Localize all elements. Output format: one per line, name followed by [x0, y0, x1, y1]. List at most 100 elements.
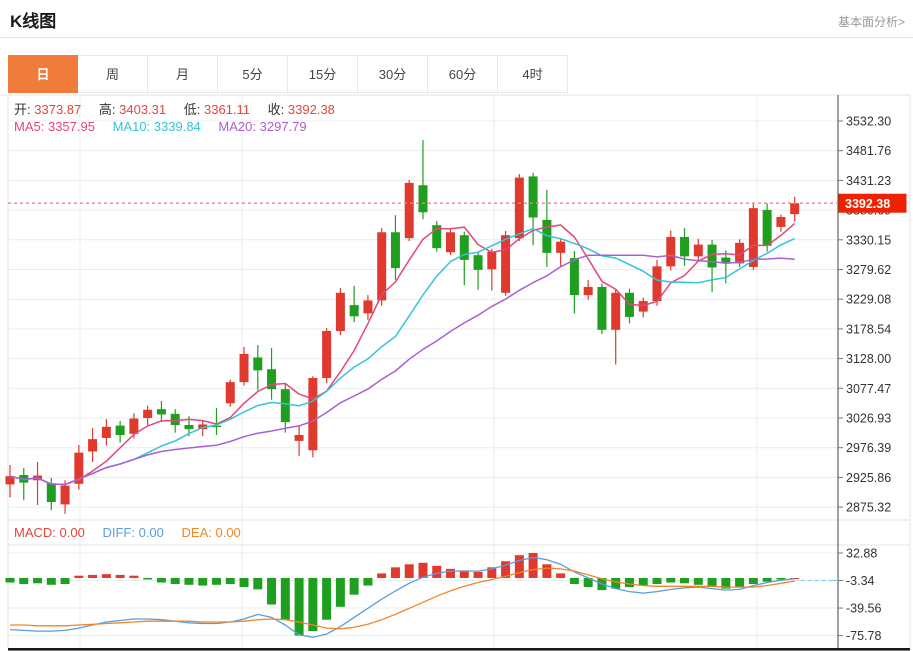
macd-hist-bar: [239, 577, 249, 588]
interval-tabs: 日周月 5分 15分 30分 60分 4时: [8, 55, 568, 93]
price-tick-label: 3532.30: [846, 115, 891, 129]
macd-hist-bar: [501, 561, 511, 578]
candle-body: [735, 242, 745, 264]
macd-hist-bar: [721, 577, 731, 589]
macd-hist-bar: [335, 577, 345, 607]
candle-body: [322, 330, 332, 379]
candle-body: [267, 369, 277, 390]
tab-15min[interactable]: 15分: [288, 55, 358, 93]
candle-body: [762, 209, 772, 246]
candle-body: [432, 225, 442, 249]
candle-body: [556, 241, 566, 253]
macd-label: MACD:: [14, 525, 56, 540]
candle-body: [666, 236, 676, 267]
candle-body: [487, 251, 497, 270]
candle-body: [115, 425, 125, 436]
open-value: 3373.87: [34, 102, 82, 117]
low-label: 低:: [183, 102, 201, 117]
price-tick-label: 3431.23: [846, 174, 891, 188]
macd-tick-label: -75.78: [846, 629, 881, 643]
candle-body: [459, 235, 469, 260]
price-tick-label: 3128.00: [846, 352, 891, 366]
candle-body: [335, 292, 345, 331]
tab-60min[interactable]: 60分: [428, 55, 498, 93]
candle-body: [707, 244, 717, 268]
macd-hist-bar: [404, 564, 414, 578]
dea-value: 0.00: [215, 525, 241, 540]
candle-body: [101, 426, 111, 438]
diff-label: DIFF:: [102, 525, 135, 540]
macd-hist-bar: [267, 577, 277, 605]
ma20-label: MA20:: [218, 119, 256, 134]
macd-hist-bar: [322, 577, 332, 620]
macd-hist-bar: [487, 567, 497, 578]
ma10-label: MA10:: [112, 119, 151, 134]
macd-hist-bar: [170, 577, 180, 585]
macd-hist-bar: [46, 577, 56, 585]
price-tick-label: 3229.08: [846, 293, 891, 307]
macd-hist-bar: [211, 577, 221, 585]
candle-body: [239, 353, 249, 383]
macd-hist-bar: [308, 577, 318, 632]
macd-hist-bar: [569, 577, 579, 585]
candle-body: [211, 425, 221, 428]
ma10-line: [9, 227, 796, 486]
candle-body: [652, 266, 662, 302]
candle-body: [611, 292, 621, 330]
macd-hist-bar: [473, 571, 483, 578]
header-divider: [0, 37, 913, 38]
dea-line: [10, 567, 795, 630]
tab-30min[interactable]: 30分: [358, 55, 428, 93]
candle-body: [363, 300, 373, 314]
ma5-line: [9, 222, 796, 486]
high-label: 高:: [98, 102, 116, 117]
candle-body: [514, 177, 524, 239]
price-tick-label: 3178.54: [846, 322, 891, 336]
ma5-value: 3357.95: [47, 119, 95, 134]
candle-body: [308, 378, 318, 451]
candle-body: [280, 389, 290, 423]
candle-body: [790, 203, 800, 215]
macd-hist-bar: [638, 577, 648, 586]
fundamental-analysis-link[interactable]: 基本面分析>: [837, 15, 905, 29]
price-tick-label: 3330.15: [846, 233, 891, 247]
macd-tick-label: -39.56: [846, 602, 881, 616]
macd-hist-bar: [514, 555, 524, 578]
tab-4hour[interactable]: 4时: [498, 55, 568, 93]
macd-legend: MACD: 0.00 DIFF: 0.00 DEA: 0.00: [14, 525, 241, 540]
candle-body: [46, 483, 56, 503]
candle-body: [156, 409, 166, 415]
candle-body: [638, 301, 648, 312]
tab-week[interactable]: 周: [78, 55, 148, 93]
price-tick-label: 3026.93: [846, 412, 891, 426]
macd-hist-bar: [156, 577, 166, 583]
candle-body: [404, 182, 414, 239]
macd-hist-bar: [666, 577, 676, 583]
ohlc-legend: 开: 3373.87 高: 3403.31 低: 3361.11 收: 3392…: [14, 99, 335, 118]
ma-legend: MA5: 3357.95 MA10: 3339.84 MA20: 3297.79: [14, 119, 307, 134]
price-tick-label: 3077.47: [846, 382, 891, 396]
macd-hist-bar: [294, 577, 304, 636]
macd-hist-bar: [762, 577, 772, 582]
macd-hist-bar: [60, 577, 70, 585]
macd-hist-bar: [377, 573, 387, 578]
macd-hist-bar: [225, 577, 235, 585]
tab-5min[interactable]: 5分: [218, 55, 288, 93]
tab-day[interactable]: 日: [8, 55, 78, 93]
macd-hist-bar: [280, 577, 290, 620]
candle-body: [5, 476, 15, 485]
price-tick-label: 3481.76: [846, 144, 891, 158]
macd-hist-bar: [652, 577, 662, 585]
candle-body: [88, 439, 98, 452]
macd-hist-bar: [253, 577, 263, 590]
candle-body: [721, 257, 731, 264]
candle-body: [225, 382, 235, 404]
macd-hist-bar: [143, 577, 153, 580]
high-value: 3403.31: [119, 102, 167, 117]
macd-hist-bar: [101, 574, 111, 578]
macd-hist-bar: [583, 577, 593, 588]
candle-body: [776, 216, 786, 227]
tab-month[interactable]: 月: [148, 55, 218, 93]
candle-body: [569, 258, 579, 296]
